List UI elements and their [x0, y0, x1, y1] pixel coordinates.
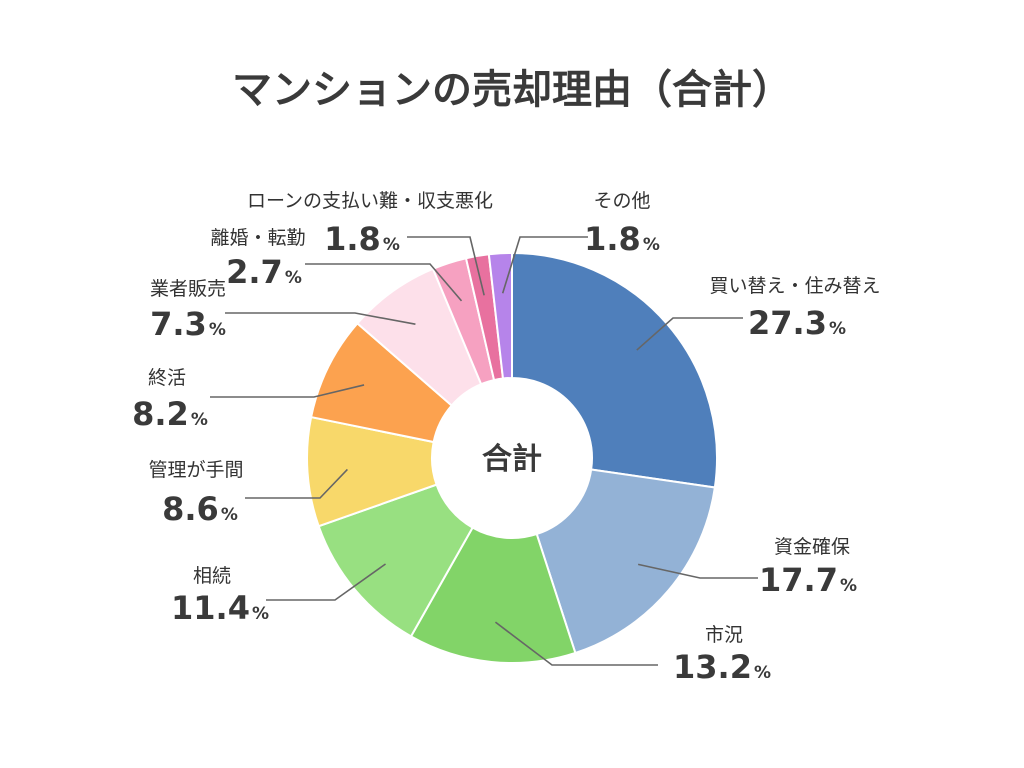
value-label-1: 27.3% [748, 304, 846, 342]
category-label-5: 管理が手間 [148, 459, 243, 481]
value-label-6: 8.2% [132, 395, 208, 433]
value-label-10: 1.8% [584, 220, 660, 258]
leader-line-1 [636, 317, 743, 351]
value-label-7: 7.3% [150, 305, 226, 343]
category-label-7: 業者販売 [150, 278, 226, 300]
category-label-10: その他 [593, 190, 650, 212]
category-label-8: 離婚・転勤 [210, 227, 305, 249]
leader-line-3 [494, 621, 658, 666]
category-label-4: 相続 [193, 565, 231, 587]
leader-line-4 [266, 563, 386, 601]
leader-line-2 [637, 563, 758, 579]
leader-line-9 [407, 236, 485, 296]
leader-line-8 [305, 263, 463, 302]
value-label-2: 17.7% [759, 561, 857, 599]
value-label-9: 1.8% [324, 220, 400, 258]
category-label-2: 資金確保 [774, 536, 850, 558]
chart-title: マンションの売却理由（合計） [232, 67, 792, 113]
category-label-6: 終活 [148, 367, 186, 389]
leader-lines-group [210, 236, 758, 666]
value-label-8: 2.7% [226, 253, 302, 291]
donut-hole [432, 378, 592, 538]
category-label-3: 市況 [705, 624, 743, 646]
leader-line-6 [210, 384, 365, 398]
category-label-9: ローンの支払い難・収支悪化 [247, 190, 493, 212]
category-label-1: 買い替え・住み替え [709, 275, 880, 297]
value-label-4: 11.4% [171, 589, 269, 627]
leader-line-5 [245, 468, 348, 499]
slice-3 [409, 526, 577, 664]
leader-line-7 [225, 312, 416, 325]
value-label-5: 8.6% [162, 490, 238, 528]
value-label-3: 13.2% [673, 648, 771, 686]
leader-line-10 [501, 236, 588, 294]
center-label: 合計 [482, 442, 542, 477]
slices-group [306, 251, 718, 664]
